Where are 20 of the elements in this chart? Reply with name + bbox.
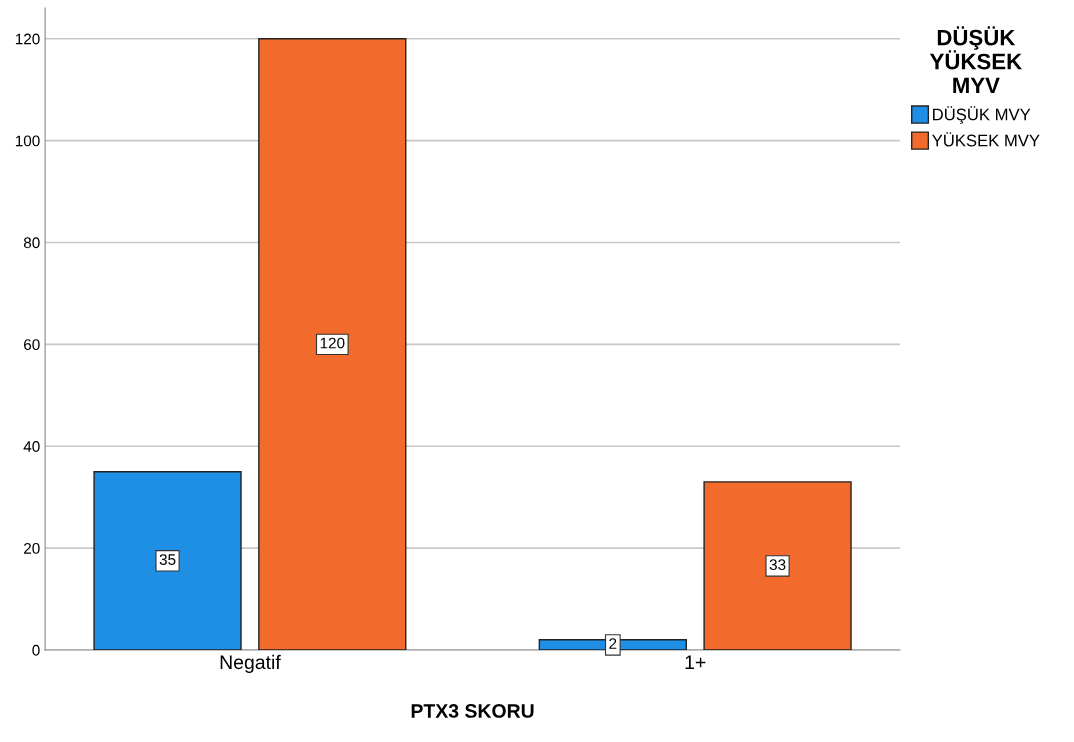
x-tick-label: 1+ [685,655,706,669]
y-tick-label: 100 [15,135,40,147]
x-axis-title: PTX3 SKORU [411,704,534,718]
data-label: 33 [769,559,786,571]
y-tick-label: 0 [32,644,40,656]
x-tick-label: Negatif [220,654,281,673]
y-tick-label: 20 [24,542,40,554]
data-label: 120 [320,337,345,349]
data-label: 2 [609,638,617,649]
bar [93,471,242,650]
y-tick-label: 60 [24,339,40,351]
y-tick-label: 80 [23,237,40,249]
legend-label: YÜKSEK MVY [932,132,1040,147]
bar [703,481,852,650]
legend-label: DÜŞÜK MVY [933,106,1031,124]
data-label: 35 [159,554,176,565]
bar [258,38,407,650]
y-tick-label: 40 [23,441,40,452]
legend-title: DÜŞÜK YÜKSEK MYV [929,26,1022,94]
y-tick-label: 120 [15,33,40,45]
